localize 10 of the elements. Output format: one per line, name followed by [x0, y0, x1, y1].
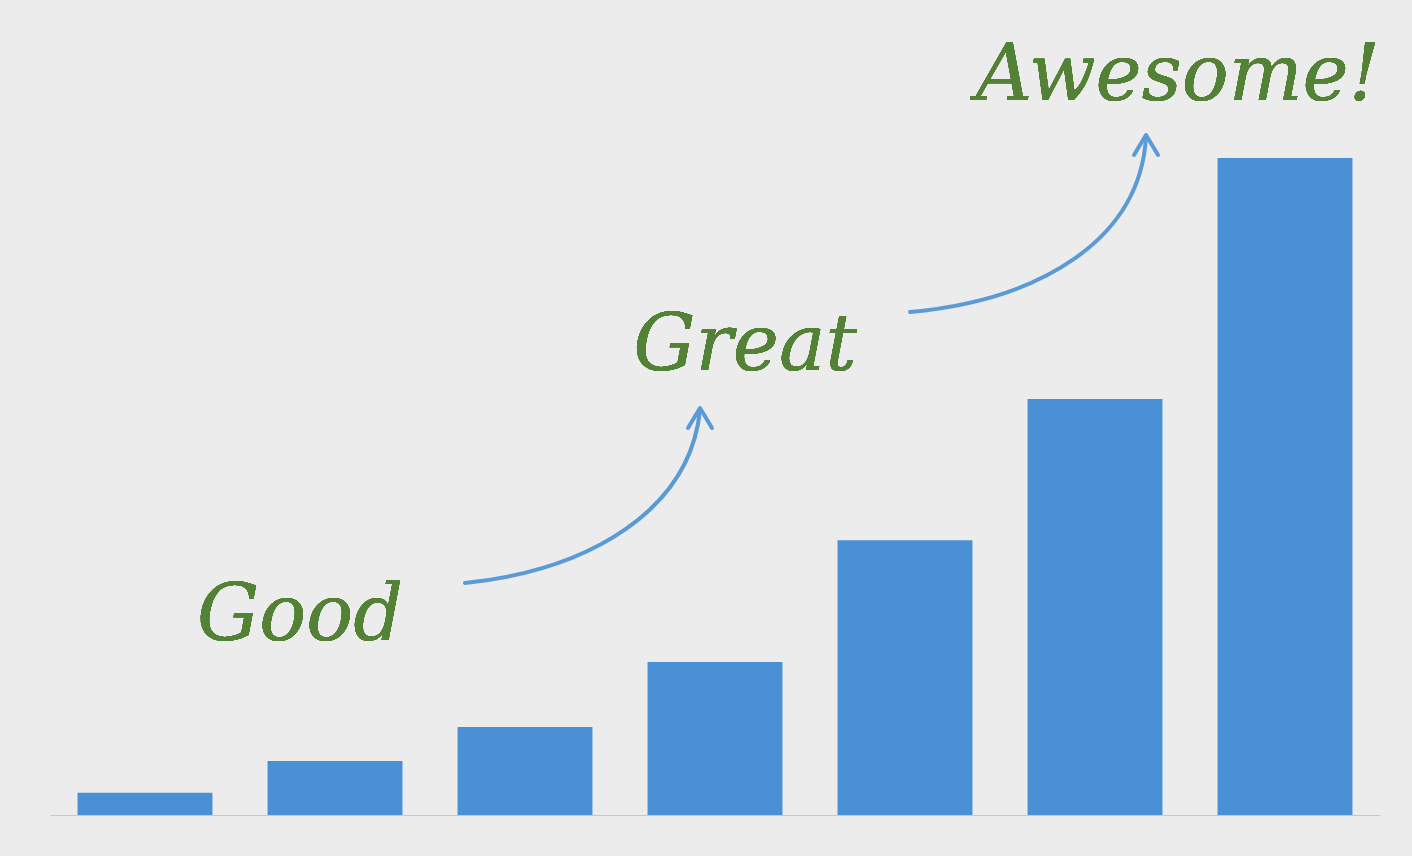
- bar: [77, 792, 213, 815]
- bar: [647, 661, 783, 815]
- bar: [837, 540, 973, 815]
- bar: [457, 726, 593, 815]
- bar: [1217, 157, 1353, 815]
- annotation: Good: [196, 568, 404, 658]
- annotation: Great: [633, 298, 858, 388]
- bar: [267, 761, 403, 815]
- bar: [1027, 399, 1163, 815]
- text: Awesome!: [969, 28, 1381, 118]
